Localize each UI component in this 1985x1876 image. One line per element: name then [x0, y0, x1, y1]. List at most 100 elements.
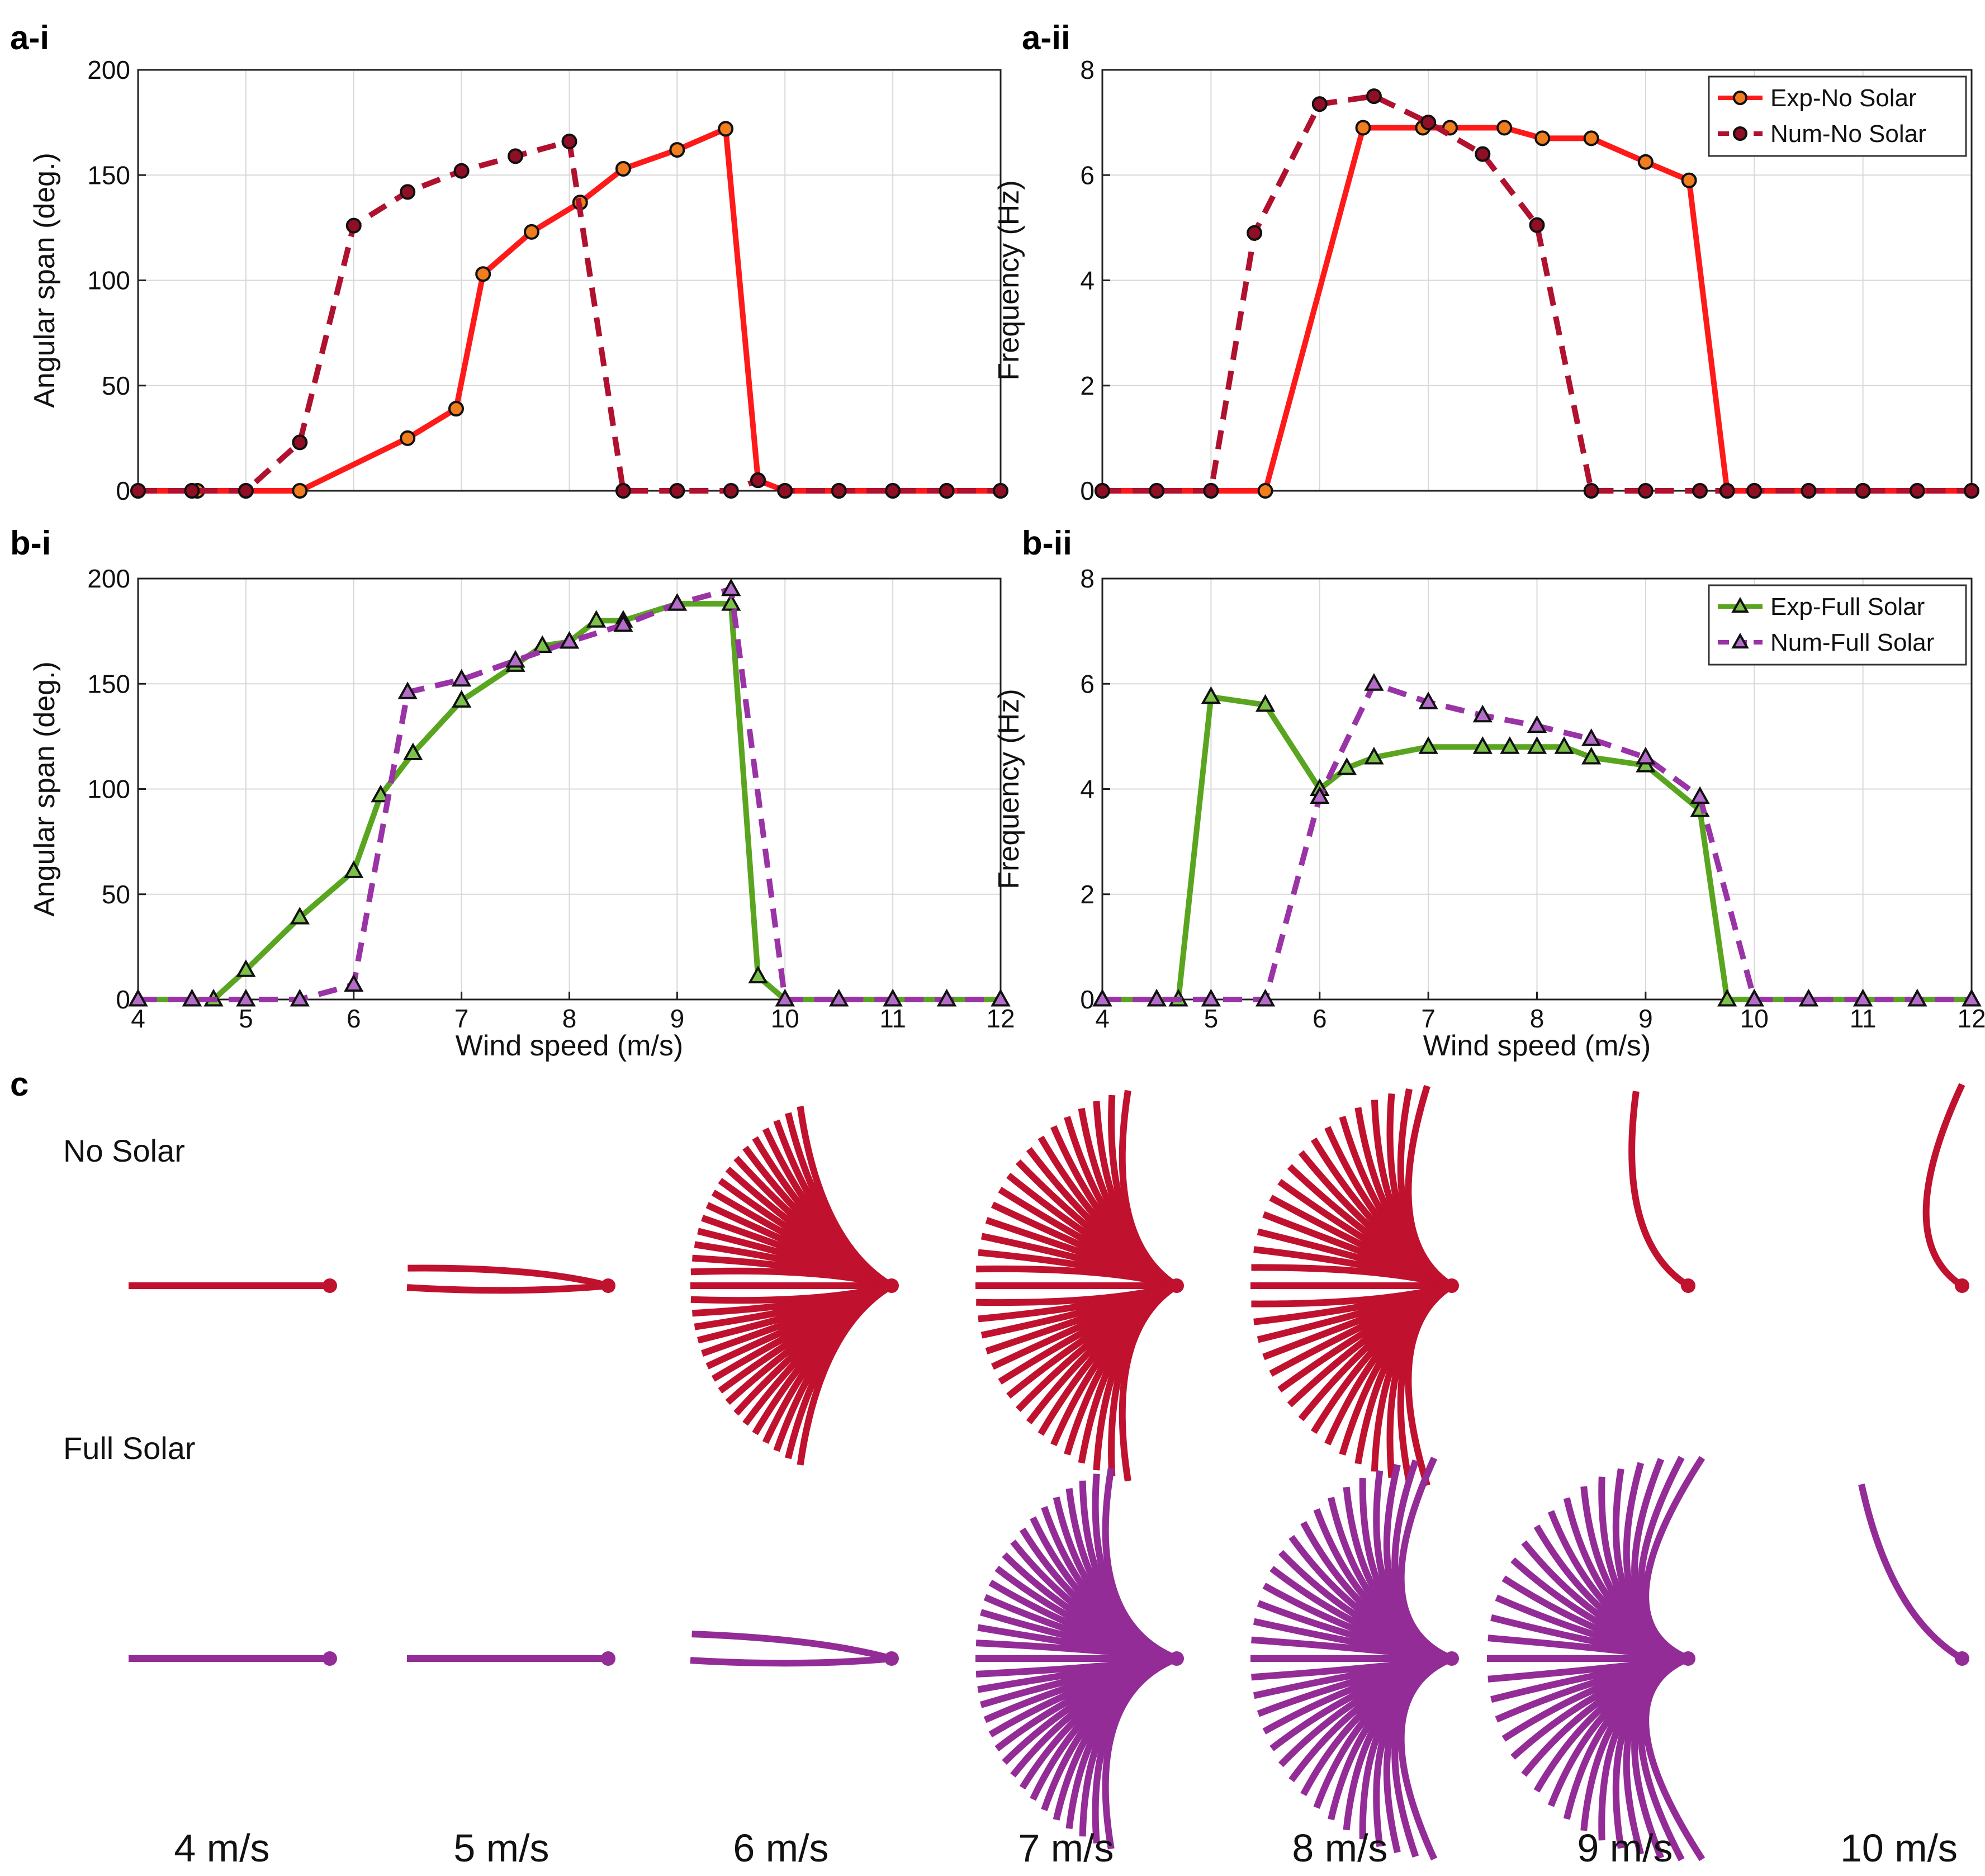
data-point — [669, 142, 685, 158]
series-line-exp-full-solar — [1102, 694, 1972, 1002]
x-tick-label: 4 — [131, 1004, 145, 1033]
data-point — [1527, 736, 1547, 754]
data-point — [561, 134, 577, 150]
beam-line — [1251, 1282, 1453, 1307]
data-point — [344, 974, 364, 992]
beam-snapshot — [1487, 1456, 1706, 1861]
data-point — [1637, 483, 1654, 499]
beam-line — [690, 1655, 892, 1667]
data-point — [936, 988, 957, 1007]
x-tick-label: 11 — [1850, 1004, 1877, 1033]
data-point — [475, 266, 491, 282]
legend-marker — [1731, 596, 1749, 613]
data-point — [451, 669, 472, 687]
beam-line — [1405, 1084, 1454, 1289]
data-point — [182, 988, 202, 1007]
beam-pivot — [1681, 1278, 1695, 1293]
legend-label: Num-Full Solar — [1770, 629, 1934, 656]
speed-label-5: 5 m/s — [453, 1826, 549, 1870]
data-point — [290, 907, 310, 925]
data-point — [236, 988, 256, 1007]
data-point — [400, 430, 416, 446]
data-point — [371, 784, 391, 803]
data-point — [718, 121, 734, 137]
y-tick-label: 4 — [1080, 266, 1095, 295]
x-tick-label: 9 — [670, 1004, 685, 1033]
beam-snapshot — [1250, 1456, 1459, 1861]
data-point — [448, 401, 464, 417]
beam-pivot — [323, 1651, 337, 1666]
speed-label-9: 9 m/s — [1577, 1826, 1673, 1870]
y-axis-label: Angular span (deg.) — [29, 153, 61, 408]
y-tick-label: 0 — [116, 985, 130, 1014]
beam-line — [1642, 1456, 1706, 1662]
y-tick-label: 150 — [87, 669, 130, 698]
panel-c-beam-snapshots: No Solar Full Solar 4 m/s 5 m/s 6 m/s 7 … — [63, 1083, 1969, 1870]
data-point — [1554, 736, 1574, 754]
x-tick-label: 10 — [1740, 1004, 1769, 1033]
y-tick-label: 50 — [102, 880, 130, 909]
data-point — [1310, 786, 1330, 804]
y-tick-label: 200 — [87, 564, 130, 593]
data-point — [1475, 146, 1491, 162]
speed-label-7: 7 m/s — [1018, 1826, 1114, 1870]
data-point — [615, 483, 631, 499]
y-tick-label: 100 — [87, 775, 130, 804]
legend-marker — [1731, 632, 1749, 649]
beam-line — [691, 1631, 893, 1662]
data-point — [669, 483, 685, 499]
data-point — [775, 988, 795, 1007]
beam-snapshot — [1858, 1483, 1969, 1666]
data-point — [1690, 786, 1710, 804]
data-point — [1801, 483, 1817, 499]
data-point — [667, 593, 688, 611]
x-tick-label: 9 — [1638, 1004, 1653, 1033]
row-label-full-solar: Full Solar — [63, 1430, 196, 1466]
data-point — [1496, 120, 1513, 136]
panel-label-b-i: b-i — [10, 524, 51, 562]
data-point — [748, 965, 768, 984]
y-axis-label: Frequency (Hz) — [993, 180, 1025, 380]
x-tick-label: 4 — [1095, 1004, 1110, 1033]
data-point — [1681, 172, 1697, 188]
data-point — [883, 988, 903, 1007]
beam-pivot — [884, 1278, 899, 1293]
legend-label: Num-No Solar — [1770, 120, 1926, 148]
beam-pivot — [1169, 1651, 1184, 1666]
data-point — [397, 681, 418, 699]
data-point — [1364, 746, 1384, 765]
y-tick-label: 100 — [87, 266, 130, 295]
x-tick-label: 8 — [562, 1004, 577, 1033]
beam-snapshot — [975, 1467, 1184, 1850]
data-point — [615, 160, 631, 177]
y-tick-label: 6 — [1080, 669, 1095, 698]
x-tick-label: 7 — [1421, 1004, 1436, 1033]
data-point — [1746, 483, 1763, 499]
panel-label-b-ii: b-ii — [1022, 524, 1072, 562]
data-point — [721, 593, 741, 611]
speed-label-4: 4 m/s — [174, 1826, 269, 1870]
beam-pivot — [1444, 1278, 1459, 1293]
y-tick-label: 8 — [1080, 564, 1095, 593]
panel-label-a-i: a-i — [10, 19, 49, 56]
beam-pivot — [601, 1278, 615, 1293]
data-point — [1420, 115, 1437, 131]
data-point — [508, 148, 524, 164]
data-point — [1255, 988, 1276, 1007]
data-point — [345, 217, 362, 234]
y-axis-label: Angular span (deg.) — [29, 661, 61, 917]
data-point — [1201, 686, 1221, 704]
y-tick-label: 200 — [87, 55, 130, 84]
data-point — [1581, 728, 1602, 746]
data-point — [1092, 988, 1112, 1007]
beam-line — [797, 1106, 894, 1289]
beam-snapshots — [129, 1083, 1969, 1861]
data-point — [1744, 988, 1764, 1007]
data-point — [1364, 673, 1384, 691]
data-point — [453, 163, 470, 179]
beam-pivot — [1955, 1278, 1969, 1293]
y-tick-label: 2 — [1080, 371, 1095, 400]
data-point — [559, 631, 580, 649]
beam-line — [408, 1264, 609, 1289]
speed-label-6: 6 m/s — [733, 1826, 828, 1870]
